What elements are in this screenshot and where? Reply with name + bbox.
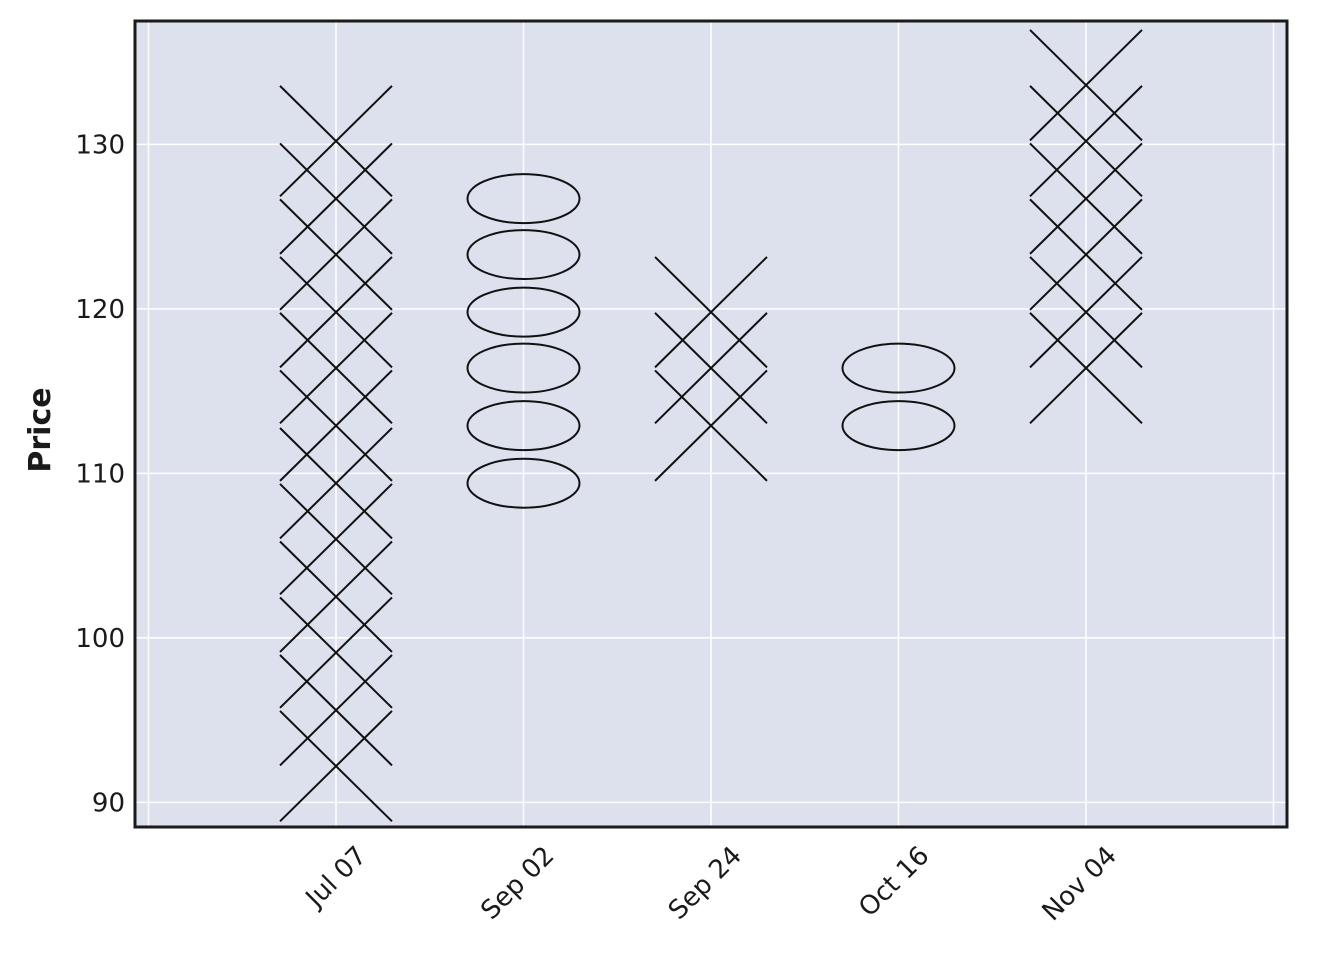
y-tick-label: 90: [92, 788, 125, 818]
y-tick-label: 100: [75, 624, 125, 654]
x-tick-label: Nov 04: [1037, 841, 1123, 927]
x-tick-labels: Jul 07 Sep 02 Sep 24 Oct 16 Nov 04: [299, 841, 1123, 927]
y-tick-labels: 90 100 110 120 130: [75, 130, 125, 818]
x-tick-label: Jul 07: [299, 841, 373, 915]
y-axis-label: Price: [23, 387, 58, 472]
x-tick-label: Sep 02: [475, 841, 560, 926]
y-tick-label: 120: [75, 295, 125, 325]
y-tick-label: 130: [75, 130, 125, 160]
x-tick-label: Sep 24: [663, 841, 748, 926]
x-tick-label: Oct 16: [853, 841, 935, 923]
y-tick-label: 110: [75, 459, 125, 489]
